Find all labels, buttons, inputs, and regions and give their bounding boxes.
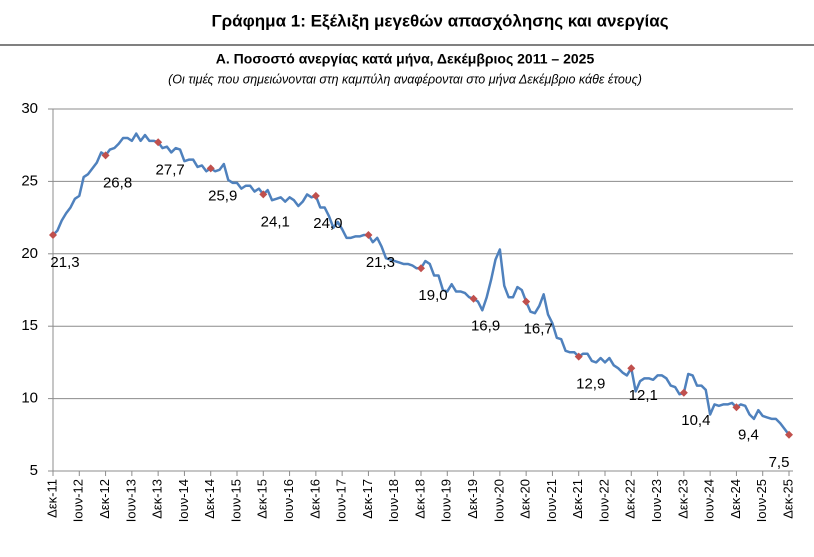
marker <box>311 191 320 200</box>
chart-title: Γράφημα 1: Εξέλιξη μεγεθών απασχόλησης κ… <box>211 11 668 30</box>
y-tick-label: 15 <box>21 317 38 334</box>
x-tick-label: Δεκ-13 <box>150 479 165 519</box>
marker <box>259 190 268 199</box>
data-label: 16,9 <box>471 318 500 335</box>
x-tick-label: Ιουν-24 <box>702 479 717 522</box>
x-tick-label: Δεκ-23 <box>675 479 690 519</box>
y-tick-label: 20 <box>21 245 38 262</box>
data-label: 21,3 <box>366 254 395 271</box>
y-tick-label: 10 <box>21 390 38 407</box>
marker <box>679 388 688 397</box>
y-tick-label: 30 <box>21 100 38 117</box>
data-label: 7,5 <box>769 454 790 471</box>
x-tick-label: Δεκ-18 <box>412 479 427 519</box>
x-tick-label: Ιουν-15 <box>228 479 243 522</box>
x-tick-label: Ιουν-23 <box>649 479 664 522</box>
x-tick-label: Δεκ-20 <box>518 479 533 519</box>
x-tick-label: Ιουν-19 <box>439 479 454 522</box>
x-tick-label: Ιουν-16 <box>281 479 296 522</box>
data-label: 12,1 <box>629 387 658 404</box>
y-tick-label: 25 <box>21 172 38 189</box>
x-tick-label: Ιουν-20 <box>491 479 506 522</box>
x-tick-label: Ιουν-22 <box>596 479 611 522</box>
x-tick-label: Δεκ-25 <box>780 479 795 519</box>
x-tick-label: Δεκ-21 <box>570 479 585 519</box>
x-tick-label: Δεκ-24 <box>728 479 743 519</box>
marker <box>364 230 373 239</box>
marker <box>732 403 741 412</box>
x-tick-label: Δεκ-14 <box>202 479 217 519</box>
marker <box>49 230 57 239</box>
marker <box>522 297 531 306</box>
x-tick-label: Δεκ-15 <box>255 479 270 519</box>
x-tick-label: Ιουν-13 <box>123 479 138 522</box>
chart-subtitle: Α. Ποσοστό ανεργίας κατά μήνα, Δεκέμβριο… <box>216 51 595 67</box>
x-tick-label: Ιουν-17 <box>334 479 349 522</box>
x-tick-label: Ιουν-12 <box>71 479 86 522</box>
marker <box>785 430 793 439</box>
data-label: 21,3 <box>50 254 79 271</box>
marker <box>627 364 636 373</box>
marker <box>154 138 163 147</box>
marker <box>417 264 425 273</box>
x-tick-label: Ιουν-14 <box>176 479 191 522</box>
x-tick-label: Ιουν-21 <box>544 479 559 522</box>
data-label: 27,7 <box>156 161 185 178</box>
chart-note: (Οι τιμές που σημειώνονται στη καμπύλη α… <box>168 72 642 86</box>
x-tick-label: Ιουν-25 <box>754 479 769 522</box>
marker <box>206 164 215 173</box>
x-tick-label: Δεκ-17 <box>360 479 375 519</box>
x-tick-label: Δεκ-16 <box>307 479 322 519</box>
x-tick-label: Δεκ-12 <box>97 479 112 519</box>
data-label: 25,9 <box>208 187 237 204</box>
data-label: 26,8 <box>103 174 132 191</box>
x-tick-label: Ιουν-18 <box>386 479 401 522</box>
marker <box>574 352 583 361</box>
y-tick-label: 5 <box>30 462 38 479</box>
x-tick-label: Δεκ-11 <box>44 479 59 518</box>
data-label: 24,0 <box>313 215 342 232</box>
marker <box>101 151 110 160</box>
data-label: 10,4 <box>681 412 710 429</box>
x-tick-label: Δεκ-19 <box>465 479 480 519</box>
data-label: 16,7 <box>524 321 553 338</box>
marker <box>469 294 478 303</box>
data-label: 9,4 <box>738 426 759 443</box>
data-label: 12,9 <box>576 376 605 393</box>
data-label: 19,0 <box>418 287 447 304</box>
data-label: 24,1 <box>261 213 290 230</box>
x-tick-label: Δεκ-22 <box>623 479 638 519</box>
